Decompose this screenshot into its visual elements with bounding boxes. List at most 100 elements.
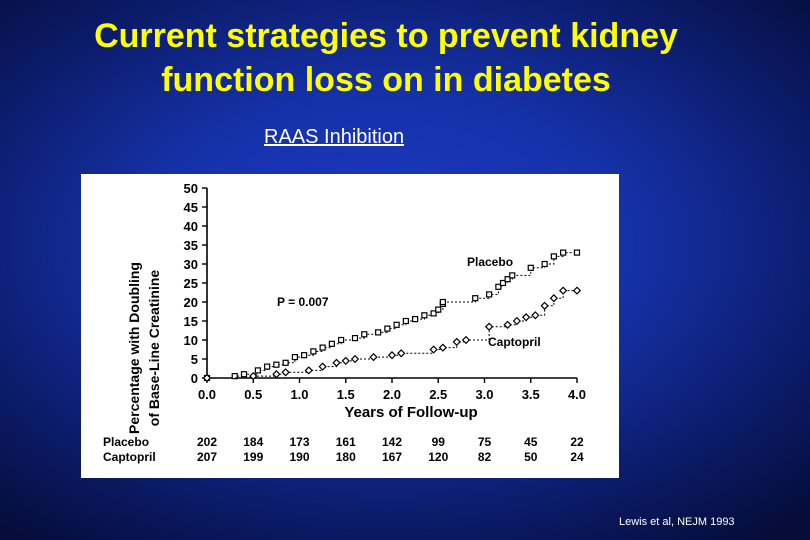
data-point-captopril bbox=[558, 286, 568, 295]
data-point-captopril bbox=[429, 345, 438, 354]
chart-labels: Percentage with Doubling of Base-Line Cr… bbox=[126, 255, 541, 434]
data-point-placebo bbox=[273, 361, 280, 368]
data-point-placebo bbox=[527, 264, 534, 271]
x-axis-label: Years of Follow-up bbox=[344, 404, 477, 421]
data-point-captopril bbox=[549, 294, 559, 303]
table-cell: 199 bbox=[243, 450, 263, 464]
table-row-label: Placebo bbox=[103, 435, 149, 449]
data-point-captopril bbox=[452, 337, 461, 347]
table-cell: 161 bbox=[336, 435, 356, 449]
data-point-captopril bbox=[369, 352, 378, 362]
data-point-captopril bbox=[438, 343, 448, 352]
table-cell: 142 bbox=[382, 435, 402, 449]
y-tick-label: 45 bbox=[184, 200, 198, 215]
data-point-captopril bbox=[318, 362, 327, 371]
data-point-captopril bbox=[332, 358, 341, 367]
data-point-captopril bbox=[397, 349, 406, 358]
y-tick-label: 25 bbox=[184, 276, 198, 291]
x-tick-label: 0.5 bbox=[244, 387, 262, 402]
series-captopril bbox=[202, 286, 582, 383]
data-point-placebo bbox=[495, 283, 502, 290]
data-point-placebo bbox=[472, 295, 479, 302]
data-point-placebo bbox=[361, 331, 368, 338]
table-cell: 202 bbox=[197, 435, 217, 449]
series-placebo bbox=[203, 249, 581, 382]
y-tick-label: 5 bbox=[191, 352, 198, 367]
data-point-placebo bbox=[291, 354, 298, 361]
table-cell: 75 bbox=[478, 435, 492, 449]
data-point-placebo bbox=[384, 325, 391, 332]
x-tick-label: 3.5 bbox=[522, 387, 540, 402]
data-point-placebo bbox=[499, 279, 507, 287]
data-point-captopril bbox=[387, 351, 397, 360]
y-tick-label: 35 bbox=[184, 238, 198, 253]
data-point-placebo bbox=[430, 310, 437, 317]
data-point-captopril bbox=[512, 316, 522, 326]
data-point-placebo bbox=[231, 373, 238, 380]
data-point-placebo bbox=[393, 321, 400, 328]
table-cell: 207 bbox=[197, 450, 217, 464]
data-point-placebo bbox=[254, 367, 261, 374]
data-point-placebo bbox=[338, 336, 345, 344]
data-point-placebo bbox=[351, 335, 359, 342]
data-point-captopril bbox=[281, 368, 290, 377]
data-point-placebo bbox=[504, 276, 511, 283]
data-point-captopril bbox=[531, 311, 540, 320]
title-line-2: function loss on in diabetes bbox=[161, 61, 611, 99]
data-point-placebo bbox=[421, 312, 428, 319]
data-point-placebo bbox=[402, 317, 409, 325]
series-label-captopril: Captopril bbox=[488, 335, 541, 349]
x-tick-label: 2.5 bbox=[429, 387, 447, 402]
at-risk-table: Placebo 202 184 173 161 142 99 75 45 22 Captopril 2… bbox=[103, 435, 584, 464]
table-cell: 24 bbox=[570, 450, 584, 464]
data-point-captopril bbox=[202, 373, 212, 383]
y-tick-label: 30 bbox=[184, 257, 198, 272]
data-point-captopril bbox=[350, 354, 360, 364]
x-tick-label: 3.0 bbox=[475, 387, 493, 402]
data-point-captopril bbox=[272, 370, 281, 379]
data-point-placebo bbox=[375, 329, 382, 336]
data-point-placebo bbox=[509, 272, 516, 279]
y-axis-label-line-2: of Base-Line Creatinine bbox=[146, 270, 162, 427]
data-point-captopril bbox=[484, 322, 494, 331]
table-cell: 99 bbox=[432, 435, 446, 449]
table-cell: 180 bbox=[336, 450, 356, 464]
chart-series-layer bbox=[202, 249, 582, 383]
data-point-captopril bbox=[572, 286, 582, 295]
series-label-placebo: Placebo bbox=[467, 255, 513, 269]
data-point-placebo bbox=[550, 253, 557, 260]
data-point-placebo bbox=[435, 306, 442, 313]
table-cell: 190 bbox=[289, 450, 309, 464]
data-point-captopril bbox=[521, 313, 531, 322]
table-cell: 82 bbox=[478, 450, 492, 464]
x-tick-label: 0.0 bbox=[198, 387, 216, 402]
data-point-placebo bbox=[240, 371, 248, 378]
data-point-captopril bbox=[540, 301, 549, 310]
chart-axes: 0 5 10 15 20 25 30 35 40 45 50 0.0 0.5 1.0 1.5 2.0 2.5 3.… bbox=[184, 181, 587, 402]
x-tick-label: 4.0 bbox=[568, 387, 586, 402]
x-tick-label: 1.0 bbox=[290, 387, 308, 402]
table-cell: 184 bbox=[243, 435, 263, 449]
data-point-placebo bbox=[319, 344, 326, 351]
slide-subtitle: RAAS Inhibition bbox=[264, 126, 405, 148]
y-tick-label: 0 bbox=[191, 371, 198, 386]
y-tick-label: 20 bbox=[184, 295, 198, 310]
data-point-placebo bbox=[412, 316, 419, 323]
title-line-1: Current strategies to prevent kidney bbox=[94, 17, 678, 55]
table-cell: 45 bbox=[524, 435, 538, 449]
y-tick-label: 15 bbox=[184, 314, 198, 329]
citation: Lewis et al, NEJM 1993 bbox=[619, 516, 735, 528]
data-point-placebo bbox=[264, 363, 271, 370]
y-axis-label-line-1: Percentage with Doubling bbox=[126, 262, 142, 434]
p-value-annotation: P = 0.007 bbox=[277, 295, 329, 309]
x-tick-label: 2.0 bbox=[383, 387, 401, 402]
table-cell: 173 bbox=[289, 435, 309, 449]
y-tick-label: 40 bbox=[184, 219, 198, 234]
x-tick-label: 1.5 bbox=[337, 387, 355, 402]
data-point-placebo bbox=[301, 352, 308, 359]
data-point-placebo bbox=[560, 249, 567, 256]
data-point-placebo bbox=[439, 298, 446, 306]
data-point-captopril bbox=[461, 335, 471, 345]
data-point-placebo bbox=[573, 249, 581, 256]
